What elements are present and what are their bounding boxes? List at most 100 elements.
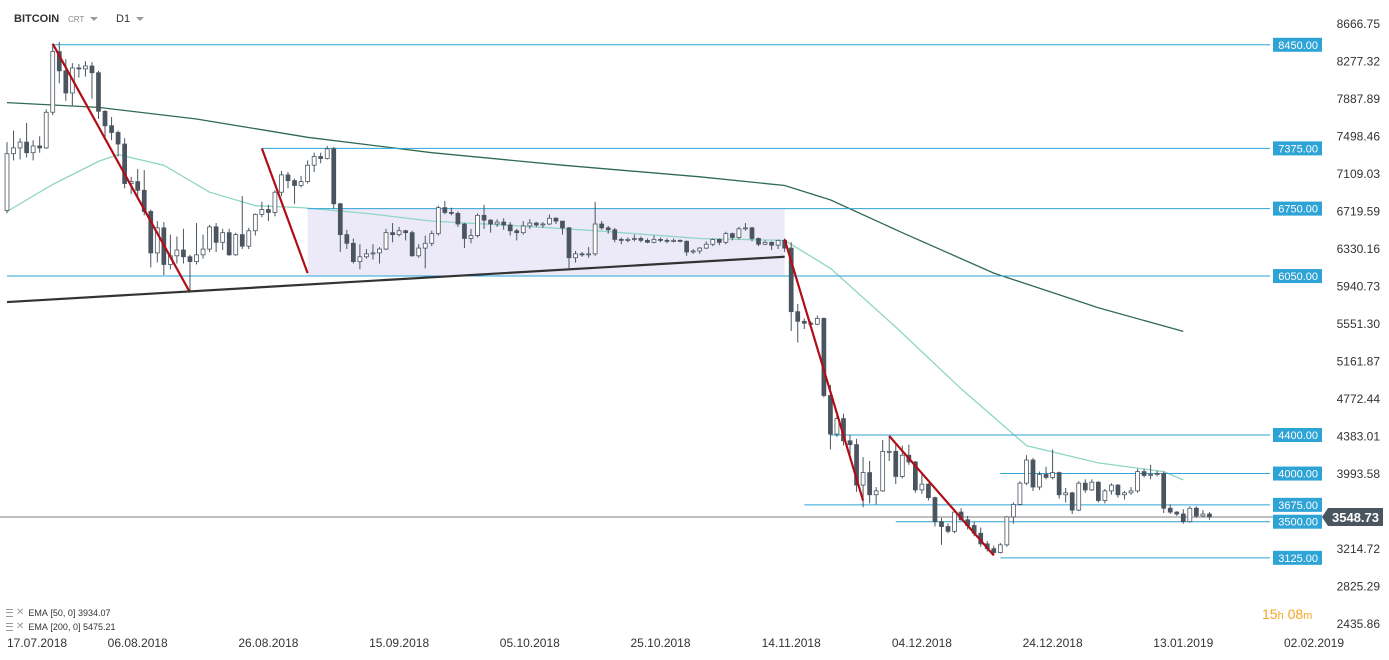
candle-body bbox=[684, 240, 690, 253]
y-tick-label: 2435.86 bbox=[1337, 617, 1381, 631]
candle-body bbox=[775, 239, 781, 246]
y-tick-label: 4383.01 bbox=[1337, 430, 1381, 444]
candle-body bbox=[1050, 472, 1055, 478]
indicator-ema50-legend[interactable]: ✕ EMA [50, 0] 3934.07 bbox=[6, 607, 111, 618]
candle-body bbox=[488, 219, 493, 225]
settings-icon[interactable] bbox=[6, 622, 13, 631]
y-tick-label: 7498.46 bbox=[1337, 129, 1381, 143]
red-trend-line[interactable] bbox=[51, 43, 191, 293]
candle-body bbox=[899, 454, 905, 477]
level-label: 4400.00 bbox=[1278, 430, 1318, 442]
candle-body bbox=[1017, 482, 1023, 505]
candle-body bbox=[305, 164, 310, 183]
candle-body bbox=[801, 320, 807, 324]
trend-lines[interactable] bbox=[6, 43, 995, 557]
timeframe-selector[interactable]: D1 bbox=[116, 11, 145, 27]
black-trend-line[interactable] bbox=[6, 255, 785, 304]
candle-body bbox=[612, 229, 618, 240]
y-tick-label: 5940.73 bbox=[1337, 280, 1381, 294]
candle-body bbox=[952, 511, 957, 532]
y-tick-label: 6719.59 bbox=[1337, 205, 1381, 219]
candle-body bbox=[115, 132, 121, 145]
candlesticks bbox=[4, 41, 1212, 556]
red-trend-line[interactable] bbox=[888, 435, 995, 557]
candle-body bbox=[867, 472, 872, 496]
close-icon[interactable]: ✕ bbox=[16, 607, 25, 618]
candle-body bbox=[1024, 459, 1029, 484]
y-tick-label: 7109.03 bbox=[1337, 167, 1381, 181]
candle-body bbox=[690, 250, 696, 253]
candle-body bbox=[266, 209, 271, 213]
symbol-type: CRT bbox=[68, 14, 85, 24]
candle-body bbox=[403, 230, 408, 234]
candle-body bbox=[24, 141, 29, 154]
x-axis: 17.07.2018 06.08.2018 26.08.2018 15.09.2018… bbox=[7, 636, 1344, 650]
candle-body bbox=[939, 521, 944, 527]
candle-body bbox=[566, 227, 572, 259]
y-tick-label: 8277.32 bbox=[1337, 54, 1381, 68]
candle-body bbox=[658, 239, 663, 241]
candle-body bbox=[390, 232, 395, 236]
candle-body bbox=[618, 239, 624, 241]
candle-body bbox=[533, 222, 539, 226]
x-tick-label: 06.08.2018 bbox=[108, 636, 168, 650]
symbol-name[interactable]: BITCOIN bbox=[14, 13, 60, 25]
candle-body bbox=[821, 318, 827, 396]
candle-body bbox=[194, 254, 199, 262]
candle-body bbox=[886, 450, 892, 453]
level-label: 6750.00 bbox=[1278, 204, 1318, 216]
red-trend-line[interactable] bbox=[260, 147, 309, 274]
candle-body bbox=[1128, 490, 1134, 494]
candle-body bbox=[1069, 492, 1075, 511]
candle-body bbox=[364, 253, 369, 258]
candle-body bbox=[592, 223, 598, 255]
close-icon[interactable]: ✕ bbox=[16, 621, 25, 632]
candle-body bbox=[252, 213, 258, 232]
candle-body bbox=[416, 247, 422, 257]
candle-body bbox=[605, 227, 611, 231]
candle-body bbox=[926, 483, 931, 499]
candle-body bbox=[1004, 516, 1010, 546]
candle-body bbox=[350, 242, 356, 262]
level-label-bg bbox=[1273, 269, 1322, 284]
symbol-selector[interactable]: CRT bbox=[68, 11, 99, 27]
candle-body bbox=[409, 232, 415, 257]
candle-body bbox=[1076, 482, 1082, 511]
candle-body bbox=[828, 395, 833, 435]
candle-body bbox=[1102, 490, 1108, 501]
candle-body bbox=[1167, 507, 1173, 513]
candle-body bbox=[181, 249, 186, 258]
candle-body bbox=[337, 203, 343, 236]
candle-body bbox=[475, 214, 480, 236]
candle-body bbox=[324, 148, 330, 159]
candle-body bbox=[43, 111, 49, 149]
candle-body bbox=[239, 234, 245, 247]
settings-icon[interactable] bbox=[6, 608, 13, 617]
level-label-bg bbox=[1273, 37, 1322, 52]
indicator-value: 3934.07 bbox=[77, 607, 111, 618]
candle-body bbox=[1030, 459, 1036, 488]
candle-body bbox=[76, 67, 82, 70]
candle-body bbox=[37, 145, 43, 149]
candle-body bbox=[1207, 513, 1212, 518]
horizontal-levels[interactable] bbox=[0, 44, 1322, 559]
candle-body bbox=[207, 226, 212, 250]
candle-body bbox=[579, 253, 585, 256]
candle-body bbox=[893, 450, 899, 477]
candle-body bbox=[1135, 471, 1140, 492]
candle-body bbox=[1109, 484, 1114, 492]
y-tick-label: 3993.58 bbox=[1337, 467, 1381, 481]
y-tick-label: 6330.16 bbox=[1337, 242, 1381, 256]
indicator-ema200-legend[interactable]: ✕ EMA [200, 0] 5475.21 bbox=[6, 621, 116, 632]
candle-body bbox=[442, 207, 448, 213]
candle-body bbox=[1043, 474, 1049, 478]
candle-body bbox=[331, 148, 337, 205]
candle-body bbox=[651, 239, 657, 243]
red-trend-line[interactable] bbox=[783, 239, 865, 501]
candle-body bbox=[540, 223, 546, 226]
candle-body bbox=[89, 65, 95, 74]
y-tick-label: 5161.87 bbox=[1337, 355, 1381, 369]
candle-body bbox=[63, 70, 69, 94]
candle-body bbox=[4, 153, 10, 211]
